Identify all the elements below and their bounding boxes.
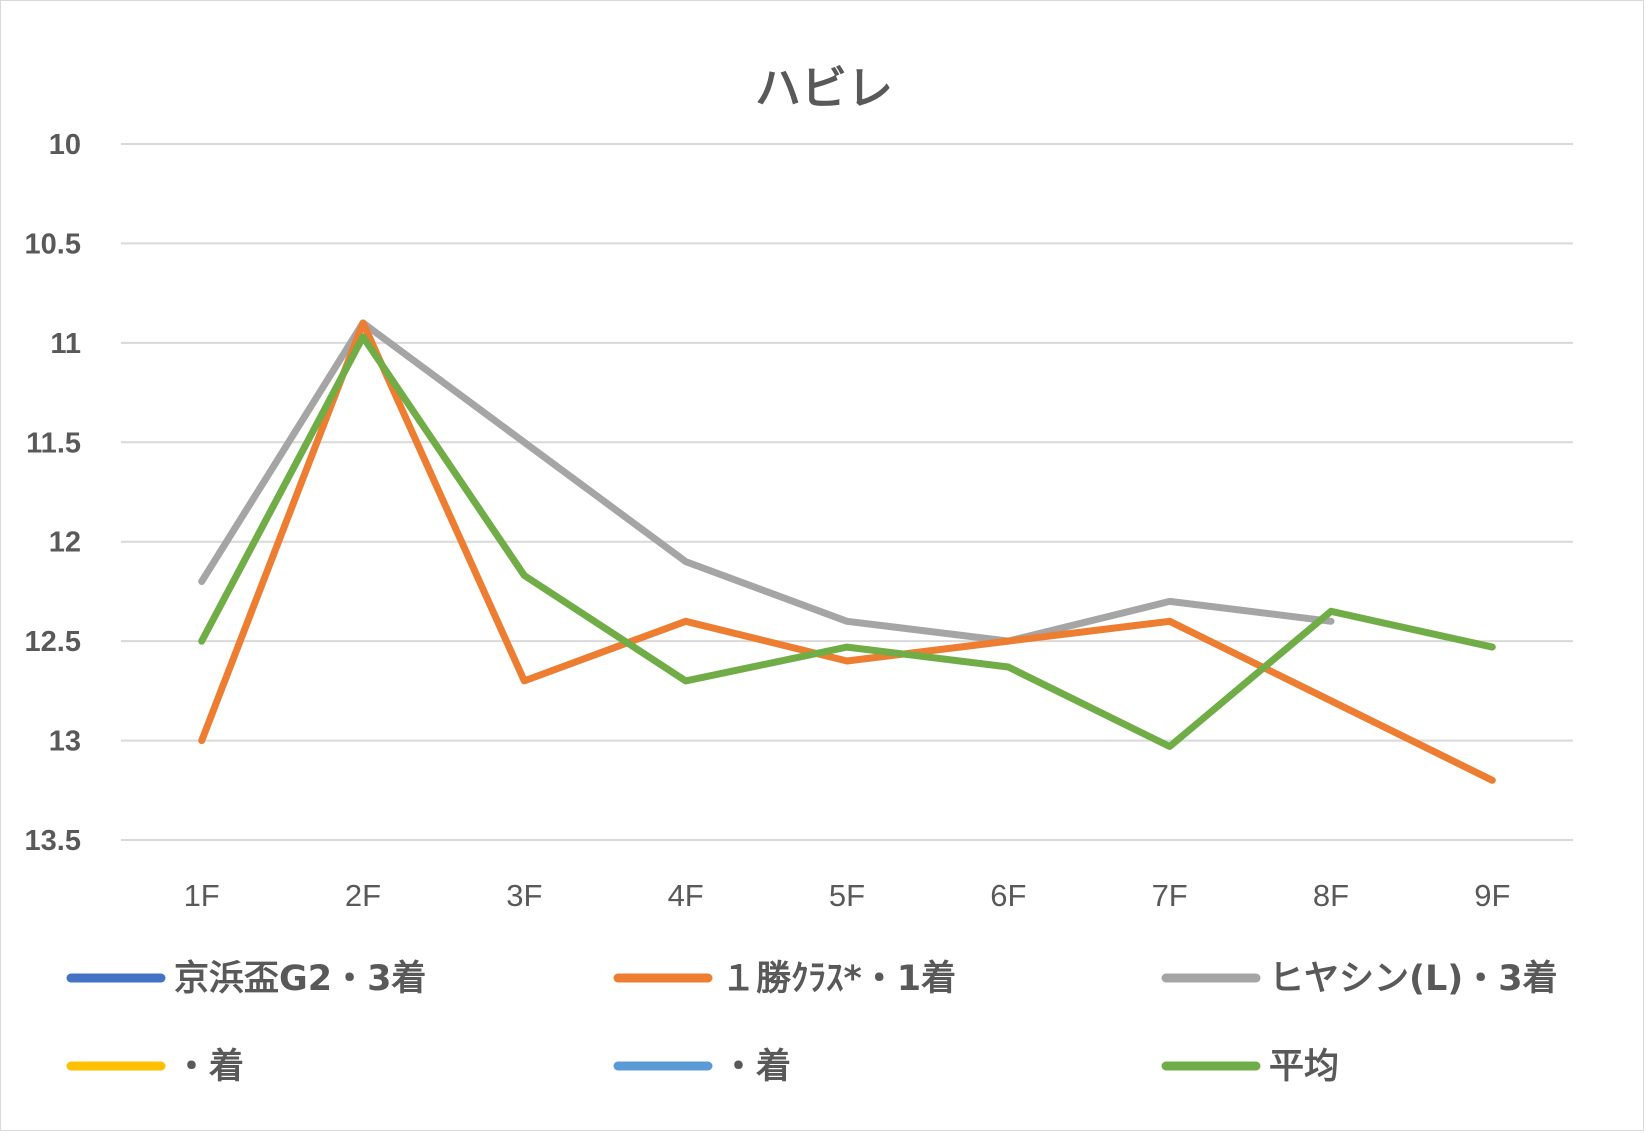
legend-item: １勝ｸﾗｽ*・1着 [613,959,956,999]
legend-label: ヒヤシン(L)・3着 [1269,959,1558,999]
chart-title: ハビレ [755,61,893,115]
legend-label: 平均 [1269,1047,1339,1087]
legend-label: ・着 [174,1047,244,1087]
legend-label: ・着 [721,1047,791,1087]
x-tick-label: 5F [829,878,865,913]
x-tick-label: 9F [1474,878,1510,913]
series-line-5 [198,333,1496,750]
y-axis-ticks: 10 10.5 11 11.5 12 12.5 13 13.5 [25,129,81,857]
x-tick-label: 1F [184,878,220,913]
legend-label: 京浜盃G2・3着 [174,958,426,999]
legend-item: 京浜盃G2・3着 [66,958,426,999]
y-tick-label: 11 [50,328,81,360]
series-line-2 [198,319,1335,645]
legend-label: １勝ｸﾗｽ*・1着 [721,959,956,999]
x-tick-label: 4F [668,878,704,913]
x-tick-label: 7F [1152,878,1188,913]
legend-item: 平均 [1161,1047,1339,1087]
x-tick-label: 6F [990,878,1026,913]
series-line-1 [198,319,1496,784]
y-tick-label: 10.5 [25,228,81,260]
y-tick-label: 10 [49,129,81,161]
x-tick-label: 3F [506,878,542,913]
legend: 京浜盃G2・3着 １勝ｸﾗｽ*・1着 ヒヤシン(L)・3着・着 ・着 平均 [66,958,1558,1087]
y-tick-label: 13.5 [25,825,81,857]
y-tick-label: 12.5 [25,626,81,658]
legend-item: ・着 [66,1047,244,1087]
legend-item: ・着 [613,1047,791,1087]
x-tick-label: 8F [1313,878,1349,913]
y-tick-label: 11.5 [26,427,81,459]
legend-item: ヒヤシン(L)・3着 [1161,959,1558,999]
y-tick-label: 13 [49,726,81,758]
x-axis-ticks: 1F 2F 3F 4F 5F 6F 7F 8F 9F [184,878,1511,913]
gridlines [121,143,1573,841]
y-tick-label: 12 [49,527,81,559]
x-tick-label: 2F [345,878,381,913]
series-lines [198,319,1496,784]
